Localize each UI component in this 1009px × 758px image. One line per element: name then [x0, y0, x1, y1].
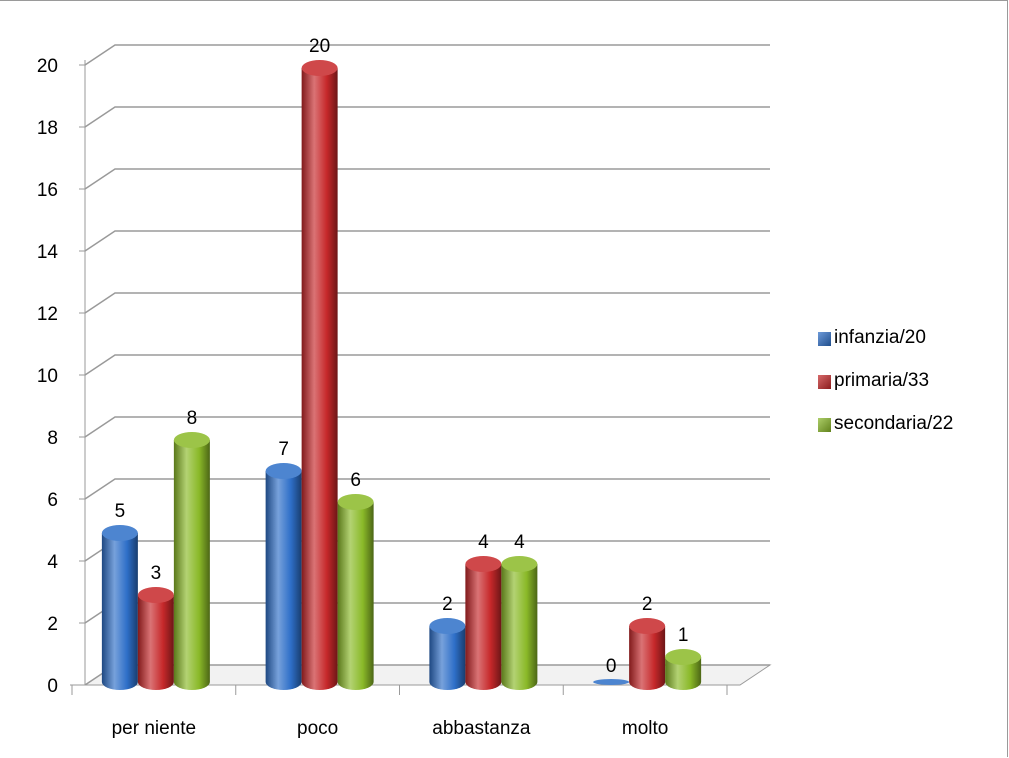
- gridlines: [84, 44, 770, 686]
- bar-top: [665, 649, 702, 665]
- y-tick-label: 16: [37, 180, 58, 201]
- legend-swatch: [818, 332, 831, 346]
- bar-body: [301, 68, 338, 690]
- bar-top: [629, 618, 666, 634]
- data-label: 3: [151, 563, 162, 584]
- y-tick-label: 10: [37, 366, 58, 387]
- gridline: [84, 168, 770, 190]
- bar: [629, 618, 666, 690]
- bar: [101, 525, 138, 690]
- data-label: 20: [309, 36, 330, 57]
- bar-body: [629, 626, 666, 690]
- y-tick-label: 6: [47, 490, 58, 511]
- bar-top: [337, 494, 374, 510]
- y-tick-labels: 0 2 4 6 8 10 12 14 16 18 20: [37, 56, 85, 697]
- bar: [665, 649, 702, 690]
- bar-body: [465, 564, 502, 690]
- x-tick-label: per niente: [112, 718, 197, 739]
- x-tick-label: abbastanza: [432, 718, 531, 739]
- bar: [301, 60, 338, 690]
- y-tick-label: 8: [47, 428, 58, 449]
- bar: [137, 587, 174, 690]
- legend-label: primaria/33: [834, 370, 930, 391]
- bar: [429, 618, 466, 690]
- bar-top: [101, 525, 138, 541]
- data-label: 4: [514, 532, 525, 553]
- data-label: 5: [115, 501, 126, 522]
- bar: [593, 679, 630, 685]
- bar: [501, 556, 538, 690]
- bar-top: [137, 587, 174, 603]
- bar-body: [265, 471, 302, 690]
- bar-body: [429, 626, 466, 690]
- gridline: [84, 292, 770, 314]
- y-tick-label: 12: [37, 304, 58, 325]
- bar: [337, 494, 374, 690]
- data-label: 7: [278, 439, 289, 460]
- bars: [101, 60, 702, 690]
- bar-top: [465, 556, 502, 572]
- data-label: 4: [478, 532, 489, 553]
- y-tick-label: 20: [37, 56, 58, 77]
- bar-body: [665, 657, 702, 690]
- data-label: 0: [606, 656, 617, 677]
- bar-top: [173, 432, 210, 448]
- x-tick-labels: per niente poco abbastanza molto: [112, 718, 669, 739]
- legend-swatch: [818, 375, 831, 389]
- legend-label: infanzia/20: [834, 327, 926, 348]
- bar-body: [101, 533, 138, 690]
- bar-body: [173, 440, 210, 690]
- data-label: 1: [678, 625, 689, 646]
- bar-body: [337, 502, 374, 690]
- bar-top: [501, 556, 538, 572]
- bar-top: [265, 463, 302, 479]
- data-label: 2: [642, 594, 653, 615]
- gridline: [84, 106, 770, 128]
- y-tick-label: 0: [47, 676, 58, 697]
- gridline: [84, 478, 770, 500]
- y-tick-label: 18: [37, 118, 58, 139]
- bar-top: [429, 618, 466, 634]
- legend-label: secondaria/22: [834, 413, 954, 434]
- data-label: 8: [187, 408, 198, 429]
- data-label: 2: [442, 594, 453, 615]
- gridline: [84, 416, 770, 438]
- x-tick-label: molto: [622, 718, 668, 739]
- bar-body: [501, 564, 538, 690]
- y-tick-label: 2: [47, 614, 58, 635]
- gridline: [84, 44, 770, 66]
- bar: [465, 556, 502, 690]
- bar-body: [137, 595, 174, 690]
- data-label: 6: [350, 470, 361, 491]
- bar-top: [301, 60, 338, 76]
- data-labels: 5 3 8 7 20 6 2 4 4 0 2 1: [115, 36, 689, 677]
- bar: [173, 432, 210, 690]
- legend-swatch: [818, 418, 831, 432]
- bar-top: [593, 679, 630, 685]
- gridline: [84, 230, 770, 252]
- gridline: [84, 354, 770, 376]
- y-tick-label: 4: [47, 552, 58, 573]
- bar: [265, 463, 302, 690]
- y-tick-label: 14: [37, 242, 59, 263]
- x-tick-label: poco: [297, 718, 338, 739]
